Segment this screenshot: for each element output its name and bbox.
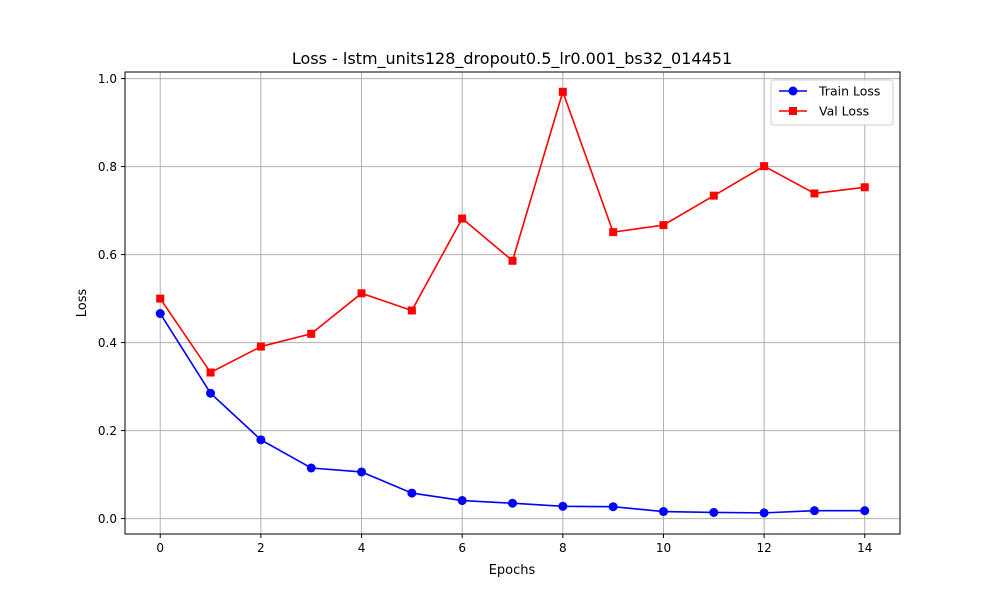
x-tick-label: 14 <box>857 541 872 555</box>
val-loss-point <box>760 162 769 171</box>
legend-train-label: Train Loss <box>818 84 880 99</box>
val-loss-series <box>156 87 869 377</box>
x-tick-label: 4 <box>358 541 366 555</box>
train-loss-point <box>306 463 316 473</box>
val-loss-point <box>307 329 316 338</box>
train-loss-point <box>809 506 819 516</box>
y-tick-label: 0.6 <box>98 248 117 262</box>
axis-ticks: 0 2 4 6 8 10 12 14 0.0 0.2 0.4 0.6 0.8 1.0 <box>98 72 873 555</box>
train-loss-point <box>759 508 769 518</box>
legend-val-marker <box>789 107 797 115</box>
x-tick-label: 10 <box>656 541 671 555</box>
val-loss-point <box>156 294 165 303</box>
val-loss-point <box>609 228 618 237</box>
val-loss-point <box>659 221 668 230</box>
legend: Train Loss Val Loss <box>770 79 894 126</box>
val-loss-point <box>357 289 366 298</box>
legend-train-marker <box>788 86 798 96</box>
x-tick-label: 12 <box>756 541 771 555</box>
y-axis-label: Loss <box>75 289 90 318</box>
train-loss-point <box>407 488 417 498</box>
val-loss-point <box>860 183 869 192</box>
val-loss-point <box>508 256 517 265</box>
y-tick-label: 0.4 <box>98 336 117 350</box>
train-loss-point <box>508 498 517 508</box>
train-loss-point <box>256 435 266 445</box>
val-loss-point <box>407 306 416 315</box>
plot-frame <box>124 71 901 535</box>
val-loss-point <box>558 87 567 96</box>
train-loss-point <box>860 506 870 516</box>
train-loss-point <box>155 309 165 319</box>
chart-title: Loss - lstm_units128_dropout0.5_lr0.001_… <box>292 49 732 69</box>
y-tick-label: 0.2 <box>98 424 117 438</box>
train-loss-point <box>457 496 467 506</box>
x-tick-label: 6 <box>458 541 466 555</box>
x-axis-label: Epochs <box>489 563 536 578</box>
x-tick-label: 0 <box>156 541 164 555</box>
data-series <box>155 87 870 518</box>
val-loss-point <box>206 368 215 377</box>
val-loss-line <box>159 89 865 374</box>
y-tick-label: 1.0 <box>98 72 117 86</box>
legend-val-label: Val Loss <box>819 104 869 119</box>
train-loss-series <box>155 309 870 518</box>
x-tick-label: 8 <box>559 541 567 555</box>
grid <box>125 72 900 534</box>
train-loss-point <box>709 507 719 517</box>
val-loss-point <box>256 342 265 351</box>
train-loss-point <box>608 502 618 512</box>
train-loss-point <box>357 467 367 477</box>
train-loss-point <box>206 388 216 398</box>
train-loss-point <box>658 507 668 517</box>
val-loss-point <box>810 189 819 198</box>
train-loss-point <box>558 501 568 511</box>
train-loss-line <box>159 313 865 514</box>
x-tick-label: 2 <box>257 541 265 555</box>
y-tick-label: 0.0 <box>98 512 117 526</box>
y-tick-label: 0.8 <box>98 160 117 174</box>
val-loss-point <box>458 214 467 223</box>
val-loss-point <box>709 191 718 200</box>
